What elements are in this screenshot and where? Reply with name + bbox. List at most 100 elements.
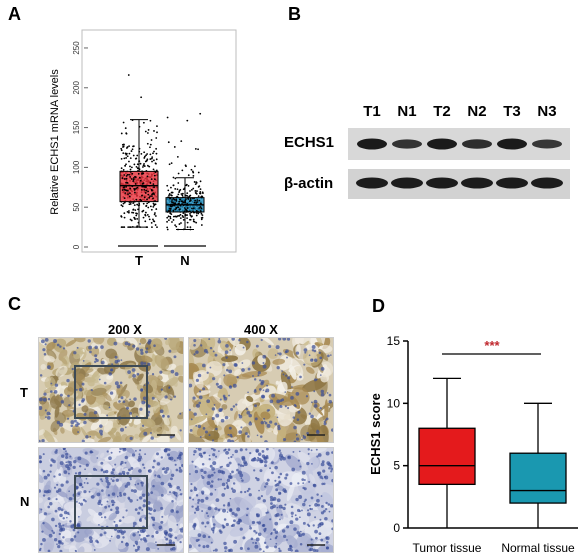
- nucleus: [229, 472, 232, 475]
- tissue-texture: [39, 473, 44, 484]
- tissue-texture: [161, 424, 170, 432]
- nucleus: [129, 436, 133, 440]
- nucleus: [253, 404, 258, 408]
- nucleus: [223, 374, 226, 377]
- data-point: [132, 178, 135, 181]
- data-point: [154, 215, 157, 217]
- nucleus: [280, 513, 283, 516]
- nucleus: [78, 387, 83, 392]
- nucleus: [313, 349, 317, 353]
- nucleus: [263, 528, 267, 532]
- data-point: [124, 164, 127, 167]
- nucleus: [165, 448, 169, 451]
- nucleus: [120, 540, 124, 544]
- nucleus: [181, 527, 183, 530]
- nucleus: [120, 427, 125, 432]
- nucleus: [78, 403, 81, 407]
- nucleus: [122, 448, 127, 452]
- data-point: [122, 168, 125, 171]
- tissue-texture: [165, 338, 171, 346]
- nucleus: [140, 351, 144, 355]
- nucleus: [228, 369, 233, 374]
- y-axis-label-d: ECHS1 score: [368, 393, 383, 475]
- data-point: [129, 187, 132, 190]
- nucleus: [331, 451, 333, 454]
- data-point: [199, 180, 202, 183]
- nucleus: [83, 481, 86, 484]
- data-point: [123, 188, 126, 191]
- nucleus: [234, 449, 238, 454]
- nucleus: [232, 489, 236, 494]
- nucleus: [161, 515, 164, 518]
- nucleus: [321, 505, 324, 508]
- nucleus: [100, 360, 105, 365]
- nucleus: [43, 392, 47, 396]
- nucleus: [222, 504, 226, 507]
- nucleus: [297, 459, 300, 462]
- tissue-texture: [112, 436, 121, 442]
- nucleus: [247, 367, 251, 371]
- nucleus: [42, 469, 46, 473]
- data-point: [147, 206, 150, 209]
- nucleus: [253, 529, 256, 533]
- data-point: [128, 203, 131, 206]
- nucleus: [297, 482, 300, 485]
- nucleus: [279, 458, 283, 461]
- nucleus: [46, 416, 51, 420]
- data-point: [188, 218, 191, 221]
- nucleus: [83, 420, 87, 425]
- data-point: [166, 226, 169, 229]
- nucleus: [237, 518, 242, 522]
- data-point: [175, 215, 178, 218]
- nucleus: [239, 546, 243, 550]
- tissue-texture: [46, 341, 56, 351]
- nucleus: [131, 453, 136, 457]
- data-point: [152, 168, 155, 171]
- nucleus: [221, 493, 226, 497]
- nucleus: [59, 461, 64, 465]
- nucleus: [76, 500, 78, 503]
- y-tick-label-a: 250: [72, 41, 81, 55]
- data-point: [176, 155, 179, 158]
- nucleus: [200, 344, 203, 347]
- nucleus: [220, 478, 222, 481]
- lane-label-t3: T3: [503, 103, 521, 120]
- nucleus: [103, 516, 107, 519]
- data-point: [145, 154, 147, 157]
- tissue-texture: [198, 395, 215, 419]
- nucleus: [212, 461, 217, 466]
- nucleus: [204, 525, 207, 528]
- nucleus: [214, 507, 218, 511]
- nucleus: [239, 448, 243, 452]
- nucleus: [111, 479, 115, 483]
- nucleus: [280, 452, 282, 454]
- data-point: [186, 221, 189, 224]
- nucleus: [141, 400, 146, 405]
- nucleus: [47, 505, 51, 509]
- nucleus: [230, 439, 235, 442]
- data-point: [129, 175, 132, 178]
- nucleus: [201, 510, 204, 513]
- nucleus: [137, 482, 140, 485]
- nucleus: [179, 429, 182, 432]
- nucleus: [138, 455, 143, 460]
- nucleus: [138, 534, 141, 537]
- tissue-texture: [79, 491, 94, 497]
- nucleus: [208, 338, 211, 341]
- nucleus: [290, 395, 294, 400]
- nucleus: [61, 542, 64, 545]
- data-point: [172, 197, 175, 200]
- nucleus: [73, 351, 77, 355]
- tissue-texture: [189, 415, 207, 427]
- nucleus: [274, 513, 278, 518]
- data-point: [153, 150, 155, 153]
- nucleus: [320, 538, 324, 542]
- data-point: [189, 199, 192, 202]
- nucleus: [160, 388, 164, 391]
- data-point: [194, 199, 197, 202]
- tissue-texture: [132, 377, 140, 385]
- nucleus: [307, 448, 310, 451]
- nucleus: [222, 508, 227, 513]
- nucleus: [297, 410, 301, 414]
